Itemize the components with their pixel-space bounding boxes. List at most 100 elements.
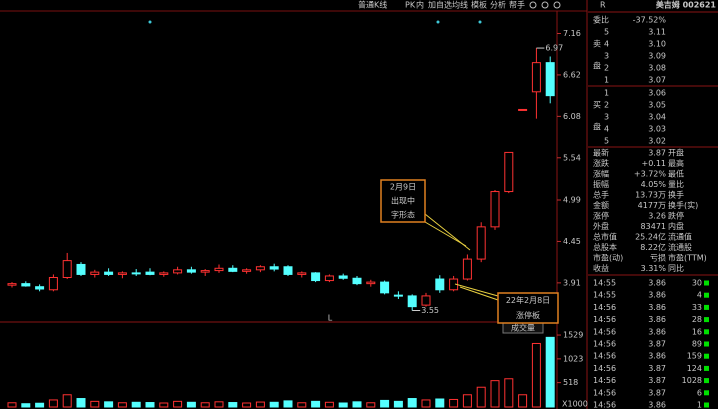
y-tick-label: 4.45 xyxy=(563,237,581,246)
toolbar-button[interactable]: 内 xyxy=(416,0,424,10)
y-tick-label: 4.99 xyxy=(563,195,581,204)
candle-body xyxy=(476,226,486,260)
stat-value: 25.24亿 xyxy=(635,232,666,242)
candle-body xyxy=(324,275,334,282)
candle-body xyxy=(269,266,279,270)
volume-bar xyxy=(255,401,265,408)
low-label: 3.55 xyxy=(421,306,439,315)
candle-body xyxy=(159,272,169,275)
candle-body xyxy=(421,295,431,306)
volume-bar xyxy=(21,403,31,408)
high-label: 6.97 xyxy=(545,44,563,53)
sell-level: 2 xyxy=(604,64,609,73)
cursor-label: L xyxy=(328,314,333,323)
trade-volume: 1028 xyxy=(682,376,702,385)
candle-body xyxy=(21,283,31,287)
toolbar-button[interactable]: 模板 xyxy=(471,0,487,10)
toolbar-button[interactable]: 加自选 xyxy=(428,0,452,10)
candle-body xyxy=(35,286,45,290)
volume-bar xyxy=(269,401,279,408)
sell-level: 4 xyxy=(604,40,609,49)
candle-body xyxy=(48,276,58,291)
volume-bar xyxy=(421,399,431,408)
stat-label: 外盘 xyxy=(593,221,609,231)
candle-body xyxy=(435,278,445,291)
volume-bar xyxy=(324,401,334,408)
volume-bar xyxy=(283,400,293,408)
sell-price: 3.09 xyxy=(648,52,666,61)
y-tick-label: 7.16 xyxy=(563,29,581,38)
stat-label: 总市值 xyxy=(593,232,617,242)
y2-tick-label: 1529 xyxy=(563,331,583,340)
volume-bar xyxy=(35,402,45,408)
volume-bar xyxy=(407,398,417,408)
trade-price: 3.87 xyxy=(648,364,666,373)
icon[interactable] xyxy=(553,1,561,9)
trade-volume: 33 xyxy=(692,303,702,312)
window-icons[interactable] xyxy=(529,1,561,9)
toolbar-button[interactable]: 帮手 xyxy=(509,0,525,10)
stat-value: 3.87 xyxy=(648,149,666,158)
stat-value: 4.05% xyxy=(641,180,667,189)
y-tick-label: 6.62 xyxy=(563,70,581,79)
trade-volume: 6 xyxy=(697,388,702,397)
toolbar-button[interactable]: 均线 xyxy=(452,0,468,10)
sell-price: 3.11 xyxy=(648,28,666,37)
trade-volume: 159 xyxy=(687,352,702,361)
annotation-text: 22年2月8日 xyxy=(506,295,550,305)
icon[interactable] xyxy=(541,1,549,9)
candle-body xyxy=(90,271,100,275)
candle-body xyxy=(242,269,252,272)
volume-bar xyxy=(242,402,252,408)
y-tick-label: 3.91 xyxy=(563,278,581,287)
volume-bar xyxy=(393,400,403,408)
trade-price: 3.86 xyxy=(648,279,666,288)
candle-body xyxy=(393,294,403,297)
trade-price: 3.86 xyxy=(648,401,666,409)
trade-time: 14:56 xyxy=(593,340,616,349)
stock-name: 美吉姆 002621 xyxy=(656,0,717,10)
trade-time: 14:56 xyxy=(593,327,616,336)
buy-price: 3.03 xyxy=(648,125,666,134)
stat-value: 3.26 xyxy=(648,212,666,221)
buy-price: 3.06 xyxy=(648,89,666,98)
trade-time: 14:56 xyxy=(593,376,616,385)
icon[interactable] xyxy=(529,1,537,9)
stat-label: 涨幅 xyxy=(593,169,609,179)
annotation-text: 字形态 xyxy=(391,210,415,220)
trade-time: 14:55 xyxy=(593,291,616,300)
y-tick-label: 5.54 xyxy=(563,153,581,162)
trade-flag xyxy=(704,304,709,310)
y-tick-label: 6.08 xyxy=(563,112,581,121)
annotation-text: 2月9日 xyxy=(390,183,416,192)
candle-body xyxy=(531,62,541,93)
buy-level: 3 xyxy=(604,113,609,122)
annotation-text: 出现中 xyxy=(391,196,415,206)
trade-flag xyxy=(704,390,709,396)
trade-price: 3.86 xyxy=(648,303,666,312)
stat-label: 涨跌 xyxy=(593,158,609,168)
candle-body xyxy=(76,263,86,275)
stat-label: 振幅 xyxy=(593,179,609,189)
trade-time: 14:56 xyxy=(593,303,616,312)
volume-bar xyxy=(76,398,86,408)
volume-bar xyxy=(159,402,169,408)
buy-label: 买 xyxy=(593,101,601,110)
sell-level: 3 xyxy=(604,52,609,61)
stat-value: 3.31% xyxy=(641,264,667,273)
toolbar-button[interactable]: PK xyxy=(405,1,416,10)
volume-bar xyxy=(449,398,459,408)
candle-body xyxy=(173,269,183,274)
candle-body xyxy=(297,272,307,275)
toolbar-button[interactable]: 分析 xyxy=(490,0,506,10)
volume-bar xyxy=(62,394,72,408)
stat-label: 流通股 xyxy=(668,242,692,252)
ratio-value: -37.52% xyxy=(633,16,667,25)
volume-bar xyxy=(297,402,307,408)
toolbar-button[interactable]: 普通K线 xyxy=(358,0,387,10)
trade-flag xyxy=(704,402,709,408)
candle-body xyxy=(380,281,390,294)
stat-label: 金额 xyxy=(593,200,609,210)
candle-body xyxy=(366,281,376,285)
volume-bar xyxy=(104,401,114,408)
